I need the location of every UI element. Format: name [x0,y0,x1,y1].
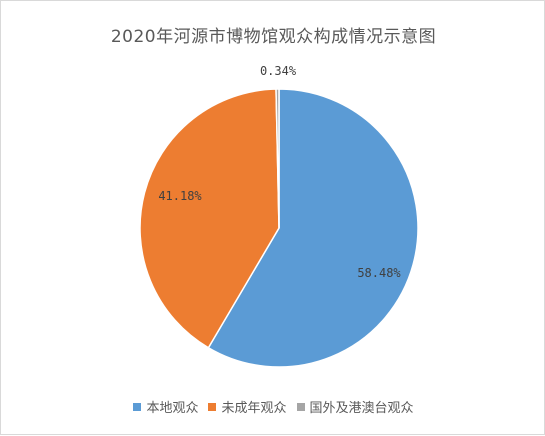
legend-swatch-foreign [296,402,305,411]
legend-label-minor: 未成年观众 [221,401,287,416]
chart-title: 2020年河源市博物馆观众构成情况示意图 [110,27,437,47]
pie-slice-minor [139,88,280,349]
data-label-minor: 41.18% [158,189,202,203]
pie-slice-foreign [275,88,280,229]
data-label-foreign: 0.34% [260,64,297,78]
legend-item-foreign: 国外及港澳台观众 [296,397,414,416]
legend-swatch-minor [208,402,217,411]
pie-slice-local [207,88,419,368]
legend-label-foreign: 国外及港澳台观众 [309,401,414,416]
legend-item-local: 本地观众 [133,397,198,416]
data-label-local: 58.48% [357,266,401,280]
legend: 本地观众 未成年观众 国外及港澳台观众 [1,397,545,416]
legend-swatch-local [133,402,142,411]
legend-item-minor: 未成年观众 [208,397,287,416]
legend-label-local: 本地观众 [146,401,199,416]
